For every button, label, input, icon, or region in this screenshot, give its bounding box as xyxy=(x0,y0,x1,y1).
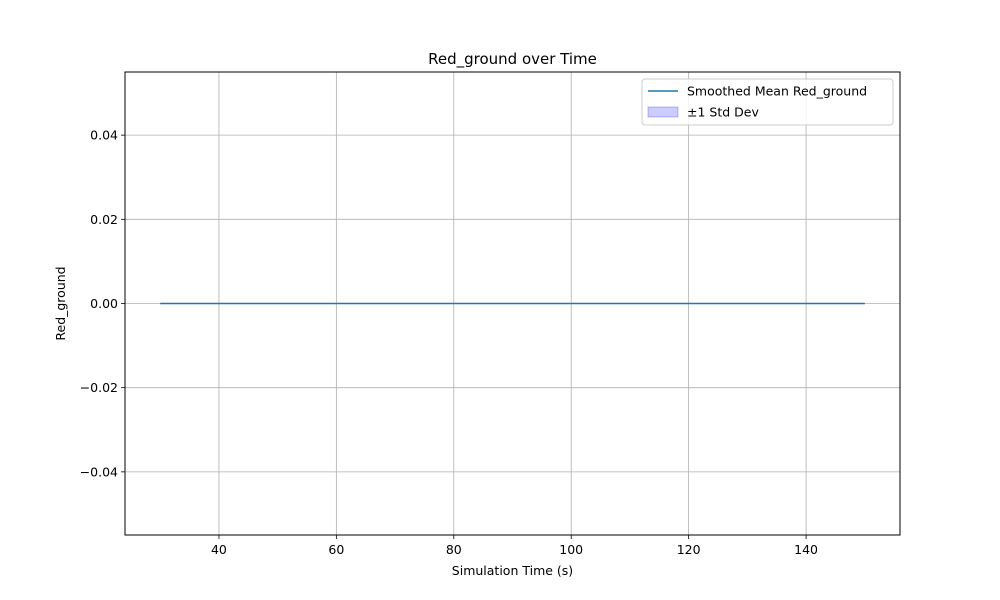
legend-swatch-std-band xyxy=(647,106,679,118)
legend-label-mean: Smoothed Mean Red_ground xyxy=(687,84,867,99)
x-tick-label: 80 xyxy=(446,542,462,557)
chart-title: Red_ground over Time xyxy=(428,50,597,69)
x-tick-label: 120 xyxy=(677,542,701,557)
legend-box xyxy=(641,78,894,126)
legend: Smoothed Mean Red_ground ±1 Std Dev xyxy=(641,78,894,126)
x-axis-ticks: 40 60 80 100 120 140 xyxy=(211,535,818,557)
y-axis-label: Red_ground xyxy=(53,266,68,340)
legend-label-std: ±1 Std Dev xyxy=(687,105,759,120)
y-axis-ticks: −0.04 −0.02 0.00 0.02 0.04 xyxy=(80,128,125,479)
x-axis-label: Simulation Time (s) xyxy=(452,563,573,578)
x-tick-label: 140 xyxy=(794,542,818,557)
x-tick-label: 100 xyxy=(559,542,583,557)
y-tick-label: 0.02 xyxy=(90,212,118,227)
y-tick-label: −0.02 xyxy=(80,380,118,395)
y-tick-label: −0.04 xyxy=(80,464,118,479)
x-tick-label: 40 xyxy=(211,542,227,557)
y-tick-label: 0.00 xyxy=(90,296,118,311)
x-tick-label: 60 xyxy=(328,542,344,557)
y-tick-label: 0.04 xyxy=(90,128,118,143)
